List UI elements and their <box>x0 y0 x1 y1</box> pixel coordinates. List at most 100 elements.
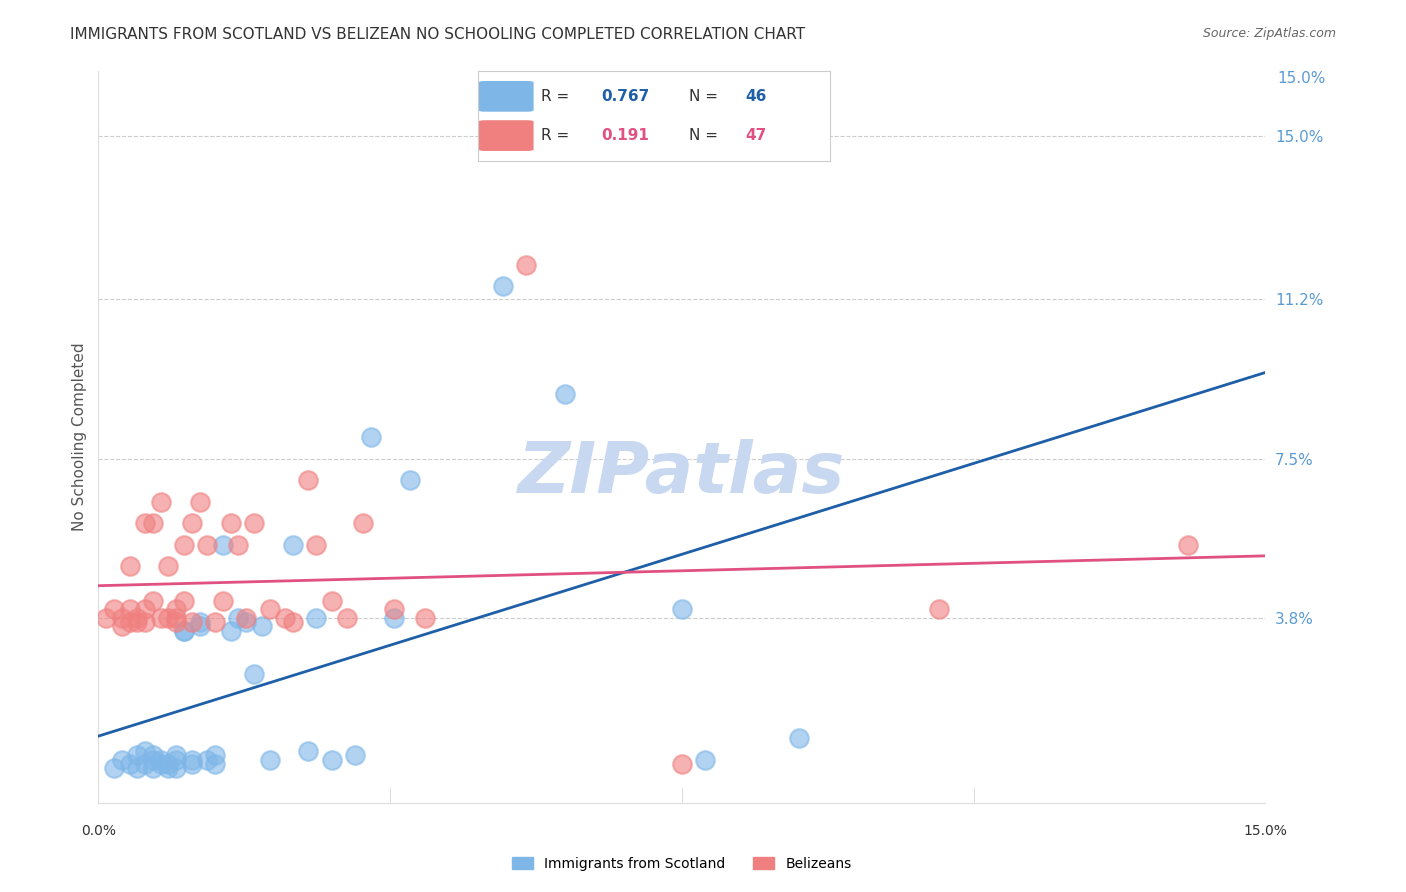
Point <box>336 611 359 625</box>
Text: R =: R = <box>541 89 575 103</box>
Point <box>188 619 211 633</box>
Point <box>149 611 172 625</box>
Point <box>212 593 235 607</box>
Point <box>142 593 165 607</box>
Point <box>127 748 149 763</box>
Point <box>259 602 281 616</box>
Point <box>787 731 810 746</box>
Point <box>134 615 156 629</box>
Point <box>103 602 125 616</box>
Point <box>165 602 187 616</box>
Point <box>165 611 187 625</box>
Point <box>118 615 141 629</box>
Text: Source: ZipAtlas.com: Source: ZipAtlas.com <box>1202 27 1336 40</box>
Point <box>1177 538 1199 552</box>
Point <box>352 516 374 530</box>
Point <box>157 761 180 775</box>
Point <box>243 516 266 530</box>
Point <box>149 494 172 508</box>
Point <box>235 611 257 625</box>
Text: 0.0%: 0.0% <box>82 824 115 838</box>
Text: 47: 47 <box>745 128 766 143</box>
Text: IMMIGRANTS FROM SCOTLAND VS BELIZEAN NO SCHOOLING COMPLETED CORRELATION CHART: IMMIGRANTS FROM SCOTLAND VS BELIZEAN NO … <box>70 27 806 42</box>
Point <box>127 615 149 629</box>
Y-axis label: No Schooling Completed: No Schooling Completed <box>72 343 87 532</box>
Point <box>142 761 165 775</box>
Point <box>118 559 141 574</box>
Point <box>127 761 149 775</box>
Point <box>180 516 202 530</box>
Point <box>671 602 693 616</box>
Point <box>173 624 195 638</box>
Point <box>165 753 187 767</box>
Point <box>111 611 134 625</box>
Point <box>212 538 235 552</box>
Point <box>297 473 319 487</box>
Point <box>281 538 304 552</box>
Point <box>188 494 211 508</box>
Text: N =: N = <box>689 128 723 143</box>
Point <box>382 611 405 625</box>
Point <box>134 602 156 616</box>
Point <box>204 757 226 772</box>
Point <box>134 757 156 772</box>
Point <box>149 757 172 772</box>
Point <box>259 753 281 767</box>
Point <box>515 258 537 272</box>
Point <box>111 619 134 633</box>
Point <box>103 761 125 775</box>
Point <box>165 615 187 629</box>
Point <box>274 611 297 625</box>
Point <box>671 757 693 772</box>
Point <box>195 753 218 767</box>
Text: 15.0%: 15.0% <box>1243 824 1288 838</box>
Text: 15.0%: 15.0% <box>1277 71 1326 87</box>
Text: R =: R = <box>541 128 575 143</box>
Point <box>180 615 202 629</box>
Point <box>243 666 266 681</box>
Point <box>360 430 382 444</box>
Point <box>344 748 367 763</box>
Point <box>321 753 343 767</box>
Point <box>134 744 156 758</box>
Point <box>321 593 343 607</box>
Point <box>297 744 319 758</box>
Point <box>228 611 250 625</box>
Point <box>173 538 195 552</box>
Point <box>142 748 165 763</box>
Point <box>111 753 134 767</box>
Point <box>398 473 420 487</box>
Point <box>142 753 165 767</box>
Text: ZIPatlas: ZIPatlas <box>519 439 845 508</box>
Text: 0.191: 0.191 <box>602 128 650 143</box>
FancyBboxPatch shape <box>478 80 534 112</box>
Point <box>250 619 273 633</box>
Point <box>695 753 717 767</box>
Point <box>305 538 328 552</box>
Text: 46: 46 <box>745 89 766 103</box>
Point <box>173 593 195 607</box>
Point <box>281 615 304 629</box>
Point <box>219 516 242 530</box>
Point <box>173 624 195 638</box>
Point <box>382 602 405 616</box>
Point <box>118 757 141 772</box>
Point <box>305 611 328 625</box>
Point <box>554 387 576 401</box>
Text: N =: N = <box>689 89 723 103</box>
Point <box>127 611 149 625</box>
Point <box>157 559 180 574</box>
Point <box>180 757 202 772</box>
Point <box>96 611 118 625</box>
Point <box>142 516 165 530</box>
Point <box>188 615 211 629</box>
Point <box>165 748 187 763</box>
Point <box>413 611 436 625</box>
Point <box>165 761 187 775</box>
FancyBboxPatch shape <box>478 120 534 152</box>
Point <box>928 602 950 616</box>
Point <box>149 753 172 767</box>
Point <box>195 538 218 552</box>
Point <box>180 753 202 767</box>
Text: 0.767: 0.767 <box>602 89 650 103</box>
